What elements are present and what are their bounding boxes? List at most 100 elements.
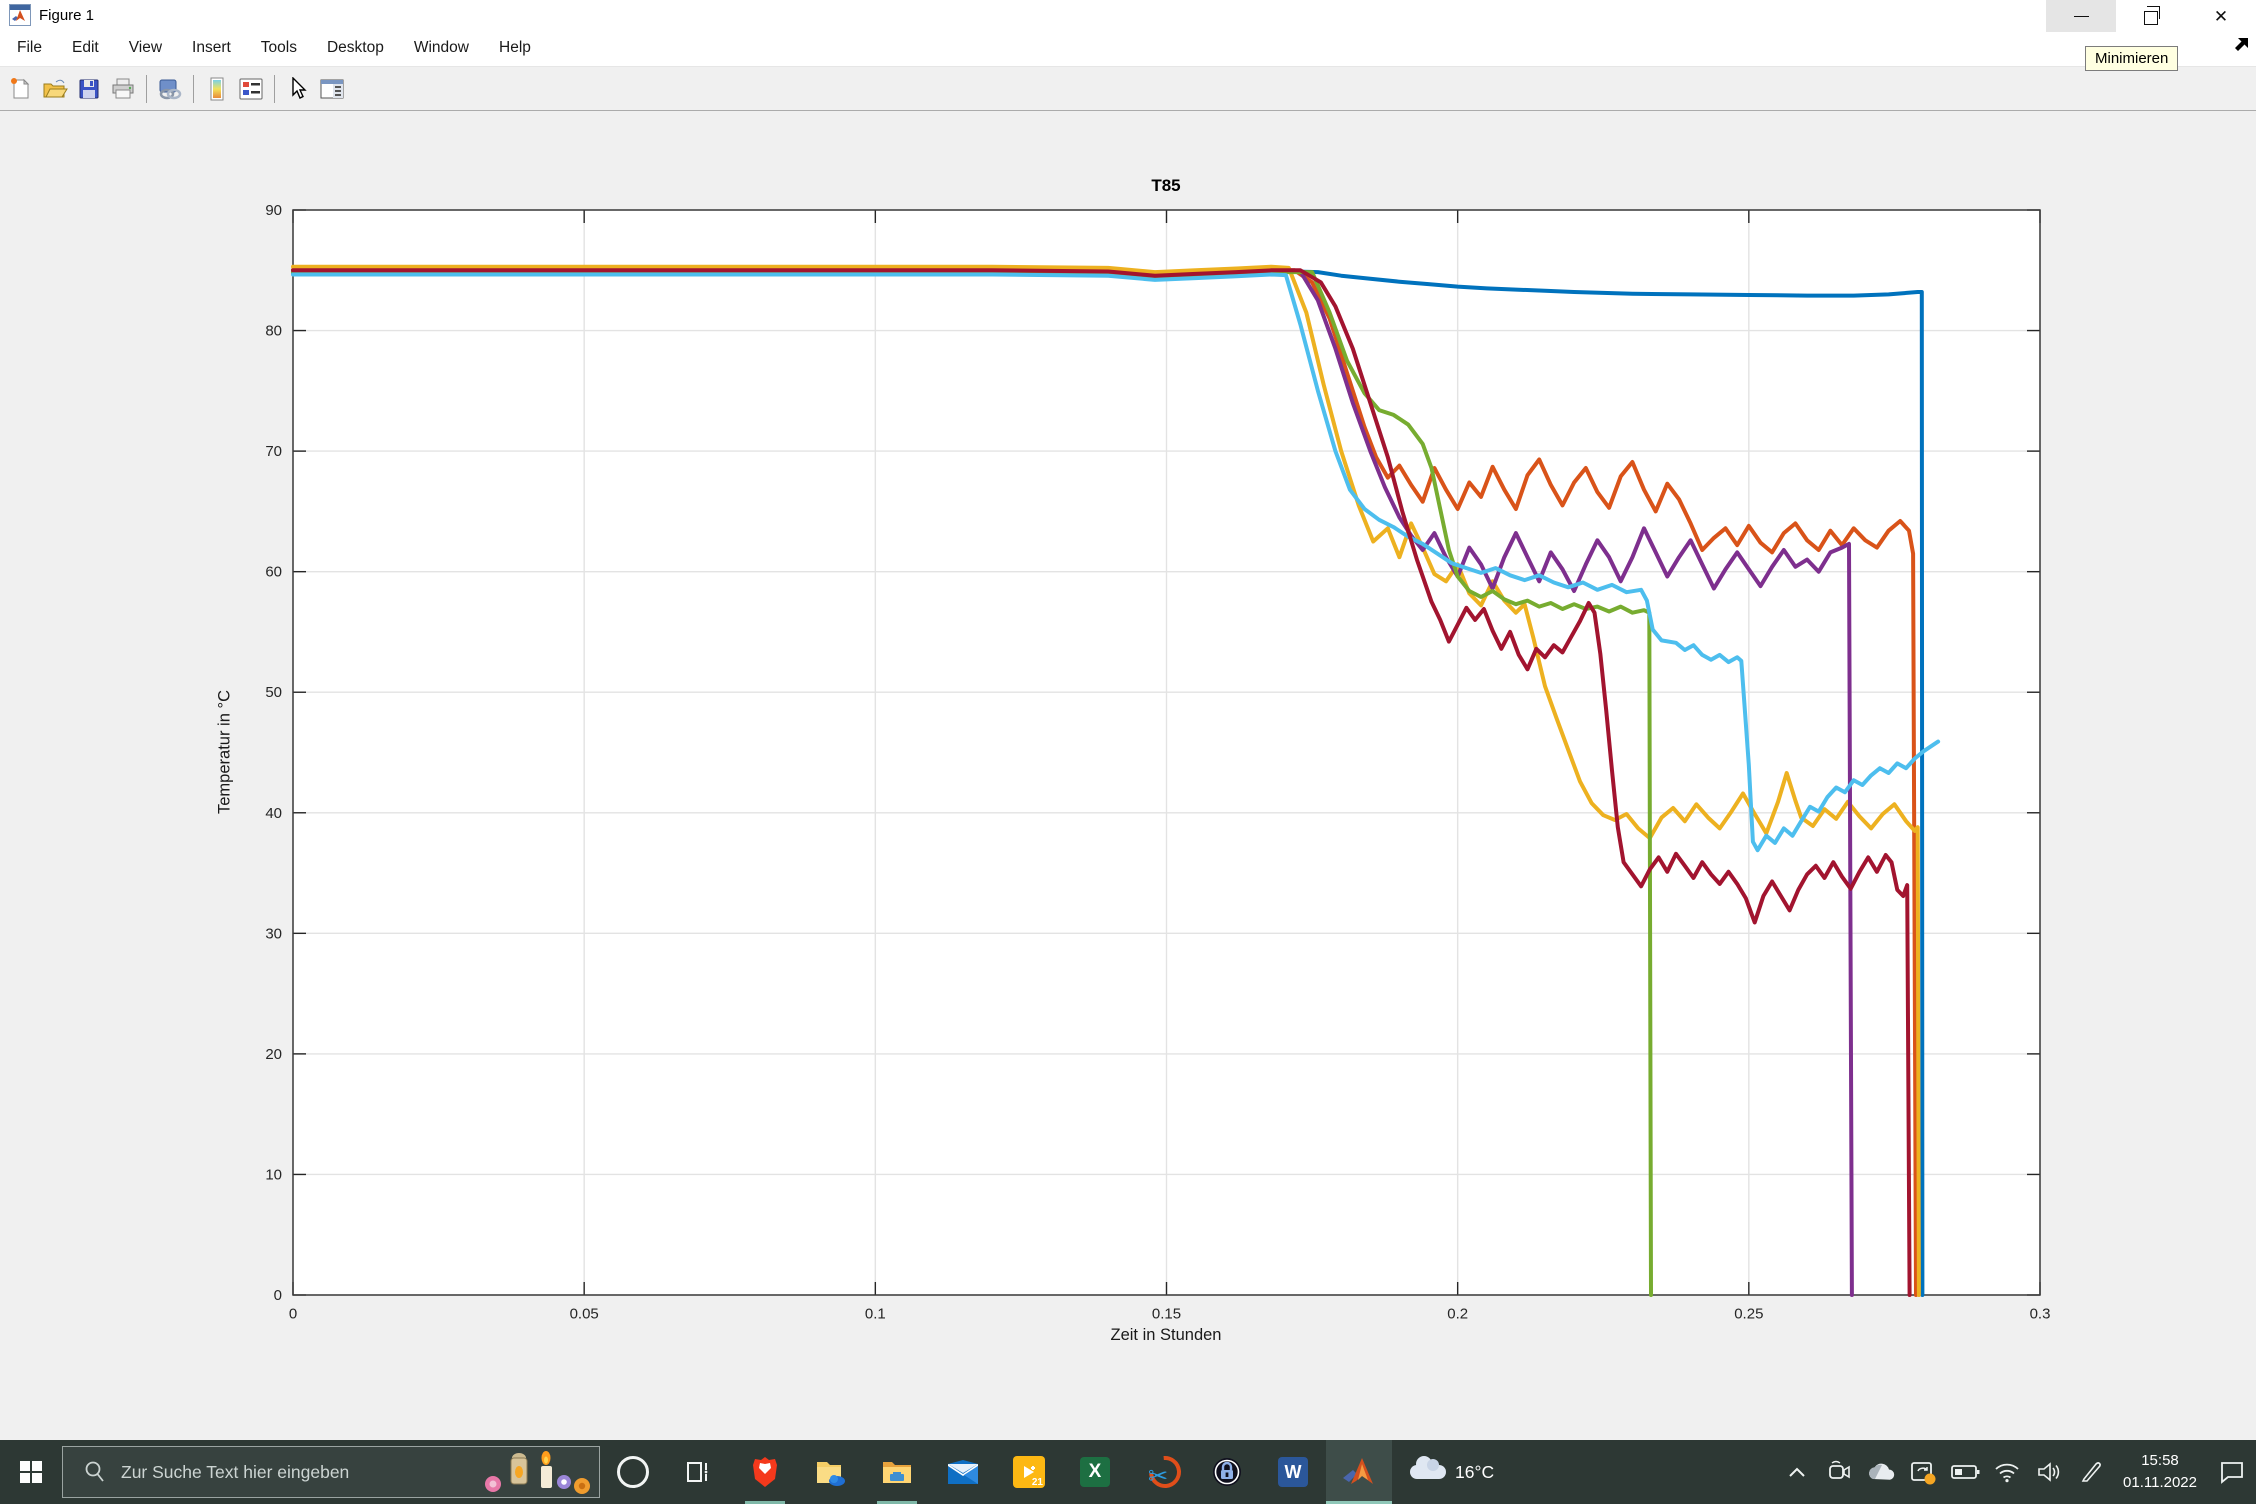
y-tick-label: 0 [274,1287,282,1304]
x-tick-label: 0 [289,1305,297,1322]
cortana-icon [617,1456,649,1488]
tray-sync-alert[interactable] [1902,1440,1944,1504]
taskbar-keepass[interactable] [1194,1440,1260,1504]
plot-canvas: 0 0.05 0.1 0.15 0.2 0.25 0.3 0 10 20 30 40 50 60 70 80 9… [265,202,2051,1322]
y-tick-label: 80 [265,323,282,340]
menu-desktop[interactable]: Desktop [326,39,384,56]
media-player-icon: 21 [1013,1456,1045,1488]
taskbar-media-player[interactable]: 21 [996,1440,1062,1504]
new-document-icon[interactable] [5,73,37,105]
y-axis-label: Temperatur in °C [215,690,234,814]
taskbar-mail[interactable] [930,1440,996,1504]
tray-chevron-up[interactable] [1776,1440,1818,1504]
taskbar: Zur Suche Text hier eingeben [0,1440,2256,1504]
y-tick-label: 70 [265,443,282,460]
tray-volume[interactable] [2028,1440,2070,1504]
pen-icon [2081,1462,2101,1482]
taskbar-excel[interactable]: X [1062,1440,1128,1504]
taskbar-file-explorer[interactable] [864,1440,930,1504]
x-tick-label: 0.1 [865,1305,886,1322]
menu-view[interactable]: View [128,39,163,56]
insert-legend-icon[interactable] [235,73,267,105]
taskbar-matlab[interactable] [1326,1440,1392,1504]
menu-help[interactable]: Help [499,39,531,56]
x-tick-label: 0.15 [1152,1305,1181,1322]
minimize-icon [2073,15,2089,17]
weather-temperature: 16°C [1455,1461,1495,1482]
x-tick-label: 0.2 [1447,1305,1468,1322]
open-folder-icon[interactable] [39,73,71,105]
x-axis-label: Zeit in Stunden [1110,1326,1222,1344]
minimize-button[interactable] [2046,0,2116,32]
figure-toolbar [0,67,2256,111]
axes-box [292,209,2041,1296]
wifi-icon [1995,1463,2019,1483]
insert-colorbar-icon[interactable] [201,73,233,105]
menu-file[interactable]: File [17,39,42,56]
menu-bar: File Edit View Insert Tools Desktop Window Help [0,30,2256,67]
taskbar-word[interactable]: W [1260,1440,1326,1504]
snipping-tool-icon: ✂ [1142,1449,1188,1495]
file-explorer-icon [883,1462,911,1483]
menu-window[interactable]: Window [413,39,469,56]
search-icon [85,1461,104,1482]
windows-logo-icon [20,1461,42,1483]
menu-edit[interactable]: Edit [71,39,99,56]
media-badge: 21 [1031,1477,1043,1488]
taskbar-onedrive-folder[interactable] [798,1440,864,1504]
x-tick-label: 0.25 [1734,1305,1763,1322]
property-editor-icon[interactable] [316,73,348,105]
tray-battery[interactable] [1944,1440,1986,1504]
window-title: Figure 1 [39,6,95,24]
print-icon[interactable] [107,73,139,105]
excel-icon: X [1080,1457,1110,1487]
taskbar-clock[interactable]: 15:58 01.11.2022 [2112,1450,2208,1494]
x-tick-label: 0.3 [2030,1305,2051,1322]
y-tick-label: 50 [265,684,282,701]
y-tick-label: 20 [265,1046,282,1063]
y-tick-label: 60 [265,564,282,581]
keepass-icon [1213,1458,1241,1486]
y-tick-label: 10 [265,1166,282,1183]
sync-alert-icon [1911,1462,1936,1485]
y-tick-label: 40 [265,805,282,822]
title-bar: Figure 1 ✕ [0,0,2256,32]
running-indicator [745,1501,785,1504]
restore-button[interactable] [2116,0,2186,32]
action-center-button[interactable] [2208,1440,2256,1504]
weather-cloud-icon [1410,1456,1446,1479]
tray-pen[interactable] [2070,1440,2112,1504]
chevron-up-icon [1789,1467,1805,1477]
search-seasonal-decoration [485,1451,590,1494]
save-icon[interactable] [73,73,105,105]
onedrive-folder-icon [817,1462,845,1486]
menu-insert[interactable]: Insert [192,39,231,56]
action-center-icon [2221,1462,2243,1484]
battery-icon [1951,1465,1980,1479]
task-view-icon [687,1462,708,1482]
running-indicator [877,1501,917,1504]
onedrive-cloud-icon [1869,1463,1895,1480]
search-box[interactable]: Zur Suche Text hier eingeben [62,1446,600,1498]
close-icon: ✕ [2213,6,2229,26]
link-plot-icon[interactable] [154,73,186,105]
taskbar-snipping-tool[interactable]: ✂ [1128,1440,1194,1504]
tray-wifi[interactable] [1986,1440,2028,1504]
taskbar-brave[interactable] [732,1440,798,1504]
mail-icon [948,1460,978,1484]
edit-plot-cursor-icon[interactable] [282,73,314,105]
matlab-icon [1343,1458,1373,1484]
mouse-cursor-arrow [2228,34,2252,63]
minimize-tooltip: Minimieren [2085,46,2179,71]
meet-now-icon [1829,1460,1850,1479]
series-line-yellow [291,264,1921,1297]
taskbar-cortana[interactable] [600,1440,666,1504]
x-tick-label: 0.05 [570,1305,599,1322]
tray-onedrive[interactable] [1860,1440,1902,1504]
close-button[interactable]: ✕ [2186,0,2256,32]
taskbar-weather[interactable]: 16°C [1410,1456,1495,1483]
start-button[interactable] [0,1440,62,1504]
taskbar-task-view[interactable] [666,1440,732,1504]
tray-meet-now[interactable] [1818,1440,1860,1504]
menu-tools[interactable]: Tools [260,39,297,56]
